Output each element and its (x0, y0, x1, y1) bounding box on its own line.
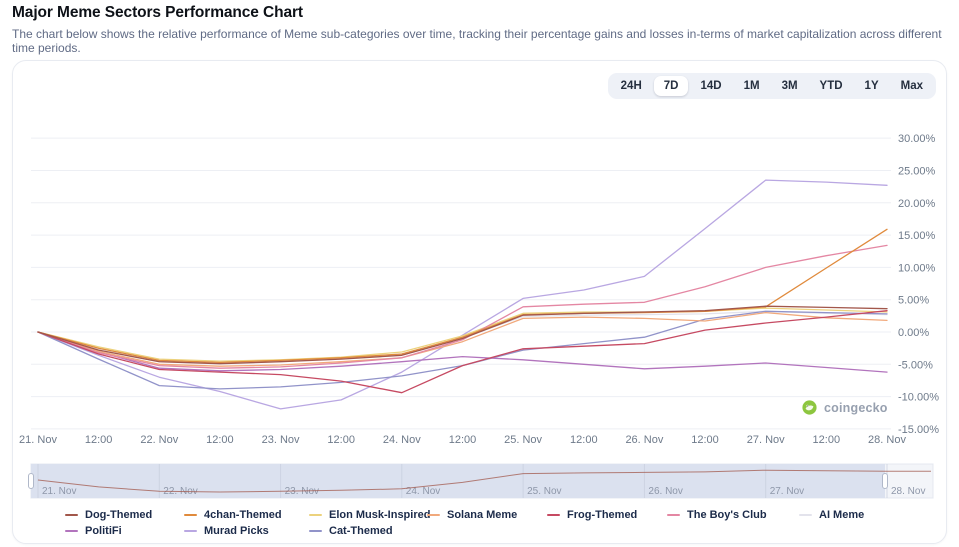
legend-label: Frog-Themed (567, 509, 638, 521)
series-line-elon-musk-inspired[interactable] (37, 307, 888, 362)
performance-chart[interactable]: 30.00% 25.00% 20.00% 15.00% 10.00% 5.00% 0.00%… (13, 61, 946, 543)
page-title: Major Meme Sectors Performance Chart (12, 4, 303, 21)
x-tick-label: 21. Nov (19, 434, 57, 446)
legend-label: Cat-Themed (329, 525, 393, 537)
y-tick-label: 25.00% (898, 166, 936, 178)
x-tick-label: 28. Nov (868, 434, 906, 446)
legend-item-solana-meme[interactable]: Solana Meme (427, 509, 547, 521)
range-button-24h[interactable]: 24H (611, 76, 652, 96)
navigator-date-label: 28. Nov (891, 486, 925, 497)
navigator-handle-right[interactable] (882, 473, 888, 489)
legend-label: 4chan-Themed (204, 509, 282, 521)
series-line-cat-themed[interactable] (37, 310, 888, 390)
legend-label: PolitiFi (85, 525, 122, 537)
navigator-handle-left[interactable] (28, 473, 34, 489)
series-line-dog-themed[interactable] (37, 305, 888, 365)
chart-card: 24H 7D 14D 1M 3M YTD 1Y Max 30.00% 25.00% 20.00% 1… (12, 60, 947, 544)
legend-item-murad-picks[interactable]: Murad Picks (184, 525, 309, 537)
navigator-line (37, 469, 931, 493)
series-line-murad-picks[interactable] (37, 179, 888, 410)
time-range-selector: 24H 7D 14D 1M 3M YTD 1Y Max (607, 73, 936, 99)
politifi-swatch (65, 530, 78, 532)
page-subtitle: The chart below shows the relative perfo… (12, 27, 942, 55)
navigator-date-label: 23. Nov (285, 486, 319, 497)
legend-label: Solana Meme (447, 509, 518, 521)
watermark-label: coingecko (824, 400, 888, 415)
x-tick-label: 27. Nov (747, 434, 785, 446)
murad-picks-swatch (184, 530, 197, 532)
legend-label: Murad Picks (204, 525, 269, 537)
navigator-selection[interactable] (31, 464, 885, 498)
series-line-solana-meme[interactable] (37, 311, 888, 367)
x-tick-label: 12:00 (206, 434, 234, 446)
y-tick-label: -10.00% (898, 392, 939, 404)
x-tick-label: 23. Nov (262, 434, 300, 446)
x-tick-label: 12:00 (85, 434, 113, 446)
x-tick-label: 24. Nov (383, 434, 421, 446)
the-boy-s-club-swatch (667, 514, 680, 516)
x-tick-label: 22. Nov (140, 434, 178, 446)
series-line-politifi[interactable] (37, 331, 888, 373)
ai-meme-swatch (799, 514, 812, 516)
legend-item-elon-musk-inspired[interactable]: Elon Musk-Inspired (309, 509, 431, 521)
y-tick-label: 20.00% (898, 198, 936, 210)
legend-item-dog-themed[interactable]: Dog-Themed (65, 509, 184, 521)
legend-item-the-boy-s-club[interactable]: The Boy's Club (667, 509, 799, 521)
cat-themed-swatch (309, 530, 322, 532)
coingecko-watermark: coingecko (801, 399, 888, 416)
range-button-max[interactable]: Max (891, 76, 933, 96)
y-tick-label: -5.00% (898, 359, 933, 371)
page-header: Major Meme Sectors Performance Chart The… (12, 4, 952, 55)
range-button-1y[interactable]: 1Y (855, 76, 889, 96)
elon-musk-inspired-swatch (309, 514, 322, 516)
legend-item-4chan-themed[interactable]: 4chan-Themed (184, 509, 309, 521)
y-tick-label: -15.00% (898, 424, 939, 436)
range-button-7d[interactable]: 7D (653, 76, 689, 96)
y-tick-label: 0.00% (898, 327, 929, 339)
y-tick-label: 15.00% (898, 230, 936, 242)
range-button-1m[interactable]: 1M (734, 76, 770, 96)
coingecko-icon (802, 400, 817, 415)
frog-themed-swatch (547, 514, 560, 516)
legend-label: Elon Musk-Inspired (329, 509, 431, 521)
solana-meme-swatch (427, 514, 440, 516)
dog-themed-swatch (65, 514, 78, 516)
x-tick-label: 25. Nov (504, 434, 542, 446)
range-button-ytd[interactable]: YTD (810, 76, 853, 96)
legend-label: AI Meme (819, 509, 865, 521)
legend-item-cat-themed[interactable]: Cat-Themed (309, 525, 427, 537)
navigator-date-label: 25. Nov (527, 486, 561, 497)
legend-item-ai-meme[interactable]: AI Meme (799, 509, 864, 521)
x-tick-label: 12:00 (570, 434, 598, 446)
range-button-3m[interactable]: 3M (772, 76, 808, 96)
navigator-date-label: 27. Nov (770, 486, 804, 497)
y-tick-label: 5.00% (898, 295, 929, 307)
y-tick-label: 10.00% (898, 262, 936, 274)
y-tick-label: 30.00% (898, 133, 936, 145)
x-tick-label: 12:00 (449, 434, 477, 446)
legend-label: The Boy's Club (687, 509, 767, 521)
legend-item-politifi[interactable]: PolitiFi (65, 525, 184, 537)
navigator-date-label: 21. Nov (42, 486, 76, 497)
series-line-frog-themed[interactable] (37, 310, 888, 394)
series-line-the-boy-s-club[interactable] (37, 244, 888, 369)
navigator-date-label: 26. Nov (648, 486, 682, 497)
x-tick-label: 26. Nov (625, 434, 663, 446)
legend-label: Dog-Themed (85, 509, 153, 521)
series-line-4chan-themed[interactable] (37, 228, 888, 364)
navigator-date-label: 24. Nov (406, 486, 440, 497)
range-button-14d[interactable]: 14D (690, 76, 731, 96)
x-tick-label: 12:00 (327, 434, 355, 446)
4chan-themed-swatch (184, 514, 197, 516)
x-tick-label: 12:00 (813, 434, 841, 446)
x-tick-label: 12:00 (691, 434, 719, 446)
legend-item-frog-themed[interactable]: Frog-Themed (547, 509, 667, 521)
chart-legend: Dog-Themed 4chan-Themed Elon Musk-Inspired… (65, 509, 864, 537)
